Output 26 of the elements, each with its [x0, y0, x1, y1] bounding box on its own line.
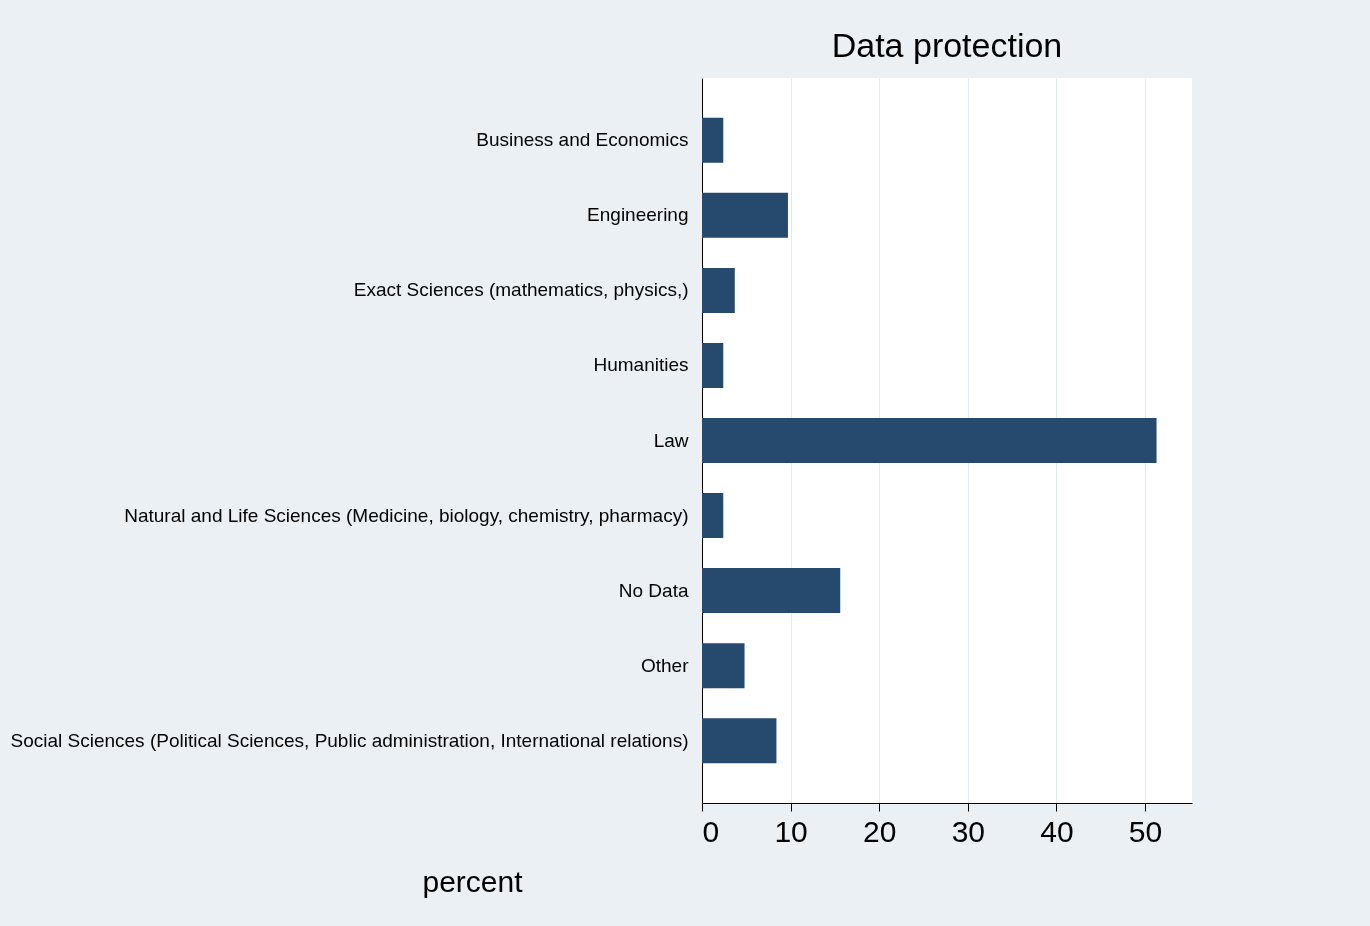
bar [702, 568, 841, 614]
y-tick-label: Social Sciences (Political Sciences, Public administration, International relations) [10, 729, 689, 751]
y-tick-label: Exact Sciences (mathematics, physics,) [353, 279, 689, 301]
bar [702, 117, 724, 163]
bar [702, 267, 735, 313]
x-tick-label: 40 [1040, 814, 1074, 848]
y-tick-label: Natural and Life Sciences (Medicine, biology, chemistry, pharmacy) [124, 504, 689, 526]
y-tick-label: No Data [618, 579, 689, 601]
bar [702, 417, 1157, 464]
bar [702, 192, 788, 238]
x-tick-label: 20 [863, 814, 897, 848]
x-tick-label: 30 [951, 814, 986, 848]
x-tick-label: 10 [774, 814, 808, 848]
y-tick-label: Business and Economics [476, 129, 689, 151]
bar [702, 493, 724, 539]
y-tick-label: Other [640, 654, 690, 676]
y-tick-label: Law [653, 429, 689, 451]
x-tick-label: 0 [702, 814, 720, 848]
x-tick-label: 50 [1128, 814, 1163, 848]
bar [702, 342, 724, 388]
chart-title: Data protection [831, 26, 1063, 64]
bar [702, 643, 745, 689]
bar [702, 718, 777, 764]
x-axis-title: percent [422, 864, 524, 898]
y-tick-label: Engineering [587, 204, 689, 226]
y-tick-label: Humanities [593, 354, 689, 376]
